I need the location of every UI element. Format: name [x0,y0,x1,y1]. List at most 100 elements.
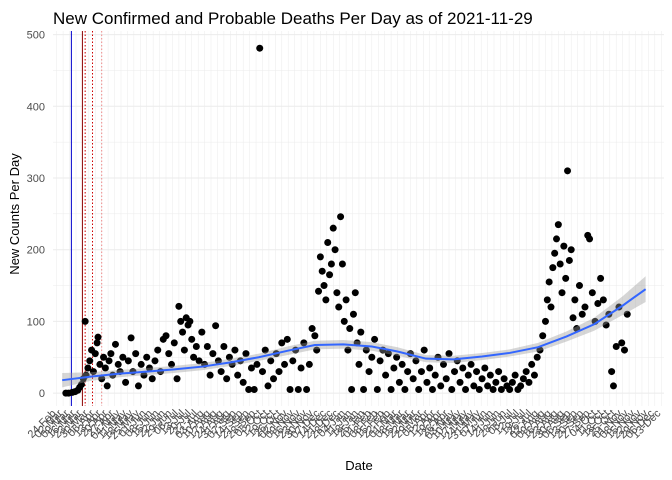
data-point [214,357,222,365]
data-point [581,303,589,311]
data-point [393,353,401,361]
data-point [448,386,456,394]
data-point [170,339,178,347]
y-tick-label: 500 [27,30,45,42]
data-point [258,368,266,376]
data-point [132,350,140,358]
data-point [412,357,420,365]
data-point [127,334,135,342]
data-point [620,346,628,354]
data-point [539,332,547,340]
data-point [270,375,278,383]
data-point [105,357,113,365]
y-tick-label: 0 [39,388,45,400]
data-point [278,339,286,347]
data-point [567,246,575,254]
data-point [168,360,176,368]
data-point [342,296,350,304]
data-point [154,346,162,354]
data-point [390,364,398,372]
data-point [525,378,533,386]
data-point [439,360,447,368]
y-axis-ticks: 0 100 200 300 400 500 [27,30,45,401]
data-point [173,375,181,383]
data-point [571,296,579,304]
data-point [475,386,483,394]
data-point [541,317,549,325]
data-point [395,378,403,386]
data-point [103,382,111,390]
data-point [467,360,475,368]
data-point [179,328,187,336]
y-tick-label: 400 [27,101,45,113]
data-point [313,346,321,354]
data-point [349,310,357,318]
data-point [326,271,334,279]
data-point [308,325,316,333]
confidence-band [62,276,646,388]
data-point [599,296,607,304]
data-point [86,357,94,365]
data-point [77,380,85,388]
data-point [398,360,406,368]
data-point [478,375,486,383]
data-point [528,360,536,368]
data-point [551,249,559,257]
data-point [489,386,497,394]
data-point [426,364,434,372]
data-point [122,378,130,386]
data-point [261,346,269,354]
data-point [203,342,211,350]
data-point [530,371,538,379]
data-point [423,378,431,386]
data-point [511,371,519,379]
data-point [114,360,122,368]
data-point [289,357,297,365]
data-point [560,242,568,250]
data-point [89,368,97,376]
data-point [286,386,294,394]
data-point [311,332,319,340]
data-point [602,321,610,329]
data-point [300,339,308,347]
data-point [556,260,564,268]
smooth-trend [62,276,647,388]
data-point [554,221,562,229]
data-point [437,382,445,390]
data-point [549,264,557,272]
data-point [409,375,417,383]
data-point [294,386,302,394]
data-point [190,353,198,361]
data-point [188,335,196,343]
data-point [96,360,104,368]
data-point [594,299,602,307]
data-point [387,386,395,394]
data-point [362,346,370,354]
data-point [481,364,489,372]
data-point [101,364,109,372]
data-point [459,364,467,372]
data-point [565,256,573,264]
data-point [297,364,305,372]
data-point [519,375,527,383]
data-point [148,375,156,383]
x-axis-label: Date [345,458,372,473]
y-tick-label: 200 [27,245,45,257]
data-point [384,350,392,358]
data-point [415,386,423,394]
data-point [331,246,339,254]
data-point [371,335,379,343]
data-point [275,368,283,376]
data-point [575,282,583,290]
data-point [338,260,346,268]
data-point [242,350,250,358]
data-point [217,368,225,376]
data-point [500,375,508,383]
data-point [464,371,472,379]
data-point [220,342,228,350]
data-point [283,335,291,343]
data-point [588,289,596,297]
data-point [346,325,354,333]
data-point [462,386,470,394]
